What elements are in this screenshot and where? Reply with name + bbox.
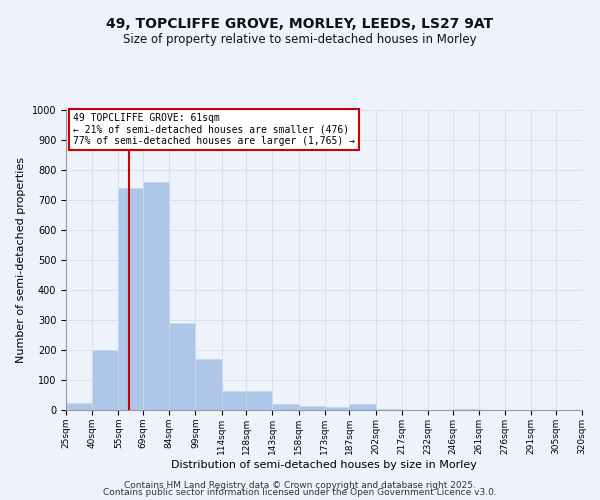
Bar [118, 188, 143, 410]
Bar [169, 323, 196, 410]
Text: Contains HM Land Registry data © Crown copyright and database right 2025.: Contains HM Land Registry data © Crown c… [124, 480, 476, 490]
Text: 49, TOPCLIFFE GROVE, MORLEY, LEEDS, LS27 9AT: 49, TOPCLIFFE GROVE, MORLEY, LEEDS, LS27… [106, 18, 494, 32]
Bar [299, 406, 325, 410]
Bar [349, 404, 376, 410]
Bar [325, 407, 349, 410]
Y-axis label: Number of semi-detached properties: Number of semi-detached properties [16, 157, 26, 363]
Bar [196, 359, 221, 410]
Text: Contains public sector information licensed under the Open Government Licence v3: Contains public sector information licen… [103, 488, 497, 497]
Bar [92, 350, 118, 410]
Bar [66, 402, 92, 410]
Bar [376, 408, 402, 410]
Bar [143, 182, 169, 410]
Bar [452, 408, 479, 410]
Text: Size of property relative to semi-detached houses in Morley: Size of property relative to semi-detach… [123, 32, 477, 46]
Bar [246, 390, 272, 410]
Text: 49 TOPCLIFFE GROVE: 61sqm
← 21% of semi-detached houses are smaller (476)
77% of: 49 TOPCLIFFE GROVE: 61sqm ← 21% of semi-… [73, 113, 355, 146]
Bar [272, 404, 299, 410]
Bar [221, 390, 246, 410]
X-axis label: Distribution of semi-detached houses by size in Morley: Distribution of semi-detached houses by … [171, 460, 477, 469]
